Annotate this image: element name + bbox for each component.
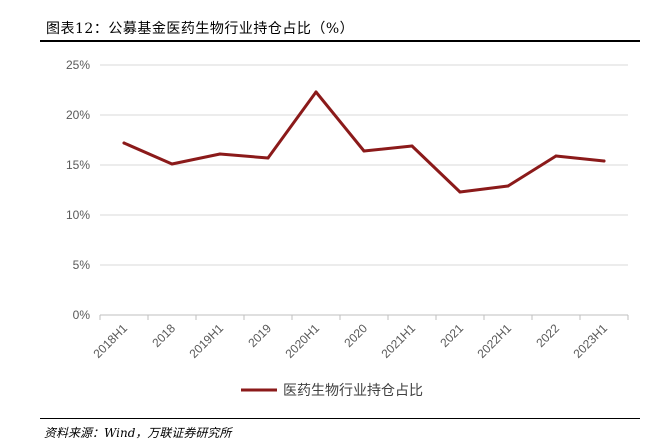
legend-label: 医药生物行业持仓占比	[283, 383, 423, 399]
data-point	[362, 149, 366, 153]
figure-header: 图表12：公募基金医药生物行业持仓占比（%）	[40, 14, 640, 42]
x-tick-label: 2019H1	[186, 321, 226, 361]
x-tick-label: 2020H1	[282, 321, 322, 361]
source-note: 资料来源：Wind，万联证券研究所	[44, 426, 232, 440]
data-point	[506, 184, 510, 188]
figure-footer: 资料来源：Wind，万联证券研究所	[40, 418, 640, 444]
data-point	[122, 141, 126, 145]
x-tick-label: 2023H1	[570, 321, 610, 361]
y-tick-label: 20%	[66, 108, 90, 122]
x-tick-label: 2021H1	[378, 321, 418, 361]
footer-divider	[40, 418, 640, 419]
y-tick-label: 5%	[73, 258, 91, 272]
x-tick-label: 2020	[341, 321, 370, 350]
x-tick-label: 2019	[245, 321, 274, 350]
data-point	[554, 154, 558, 158]
x-tick-label: 2022	[533, 321, 562, 350]
data-point	[170, 162, 174, 166]
data-point	[314, 90, 318, 94]
x-tick-label: 2018H1	[90, 321, 130, 361]
data-point	[266, 156, 270, 160]
y-tick-label: 10%	[66, 208, 90, 222]
title-divider	[40, 40, 640, 42]
y-tick-label: 25%	[66, 58, 90, 72]
y-tick-label: 15%	[66, 158, 90, 172]
series-line	[122, 90, 606, 194]
x-tick-label: 2022H1	[474, 321, 514, 361]
data-point	[458, 190, 462, 194]
data-point	[602, 159, 606, 163]
data-point	[218, 152, 222, 156]
data-point	[410, 144, 414, 148]
x-tick-label: 2018	[149, 321, 178, 350]
figure-title: 图表12：公募基金医药生物行业持仓占比（%）	[46, 21, 355, 37]
x-tick-label: 2021	[437, 321, 466, 350]
y-tick-label: 0%	[73, 308, 91, 322]
